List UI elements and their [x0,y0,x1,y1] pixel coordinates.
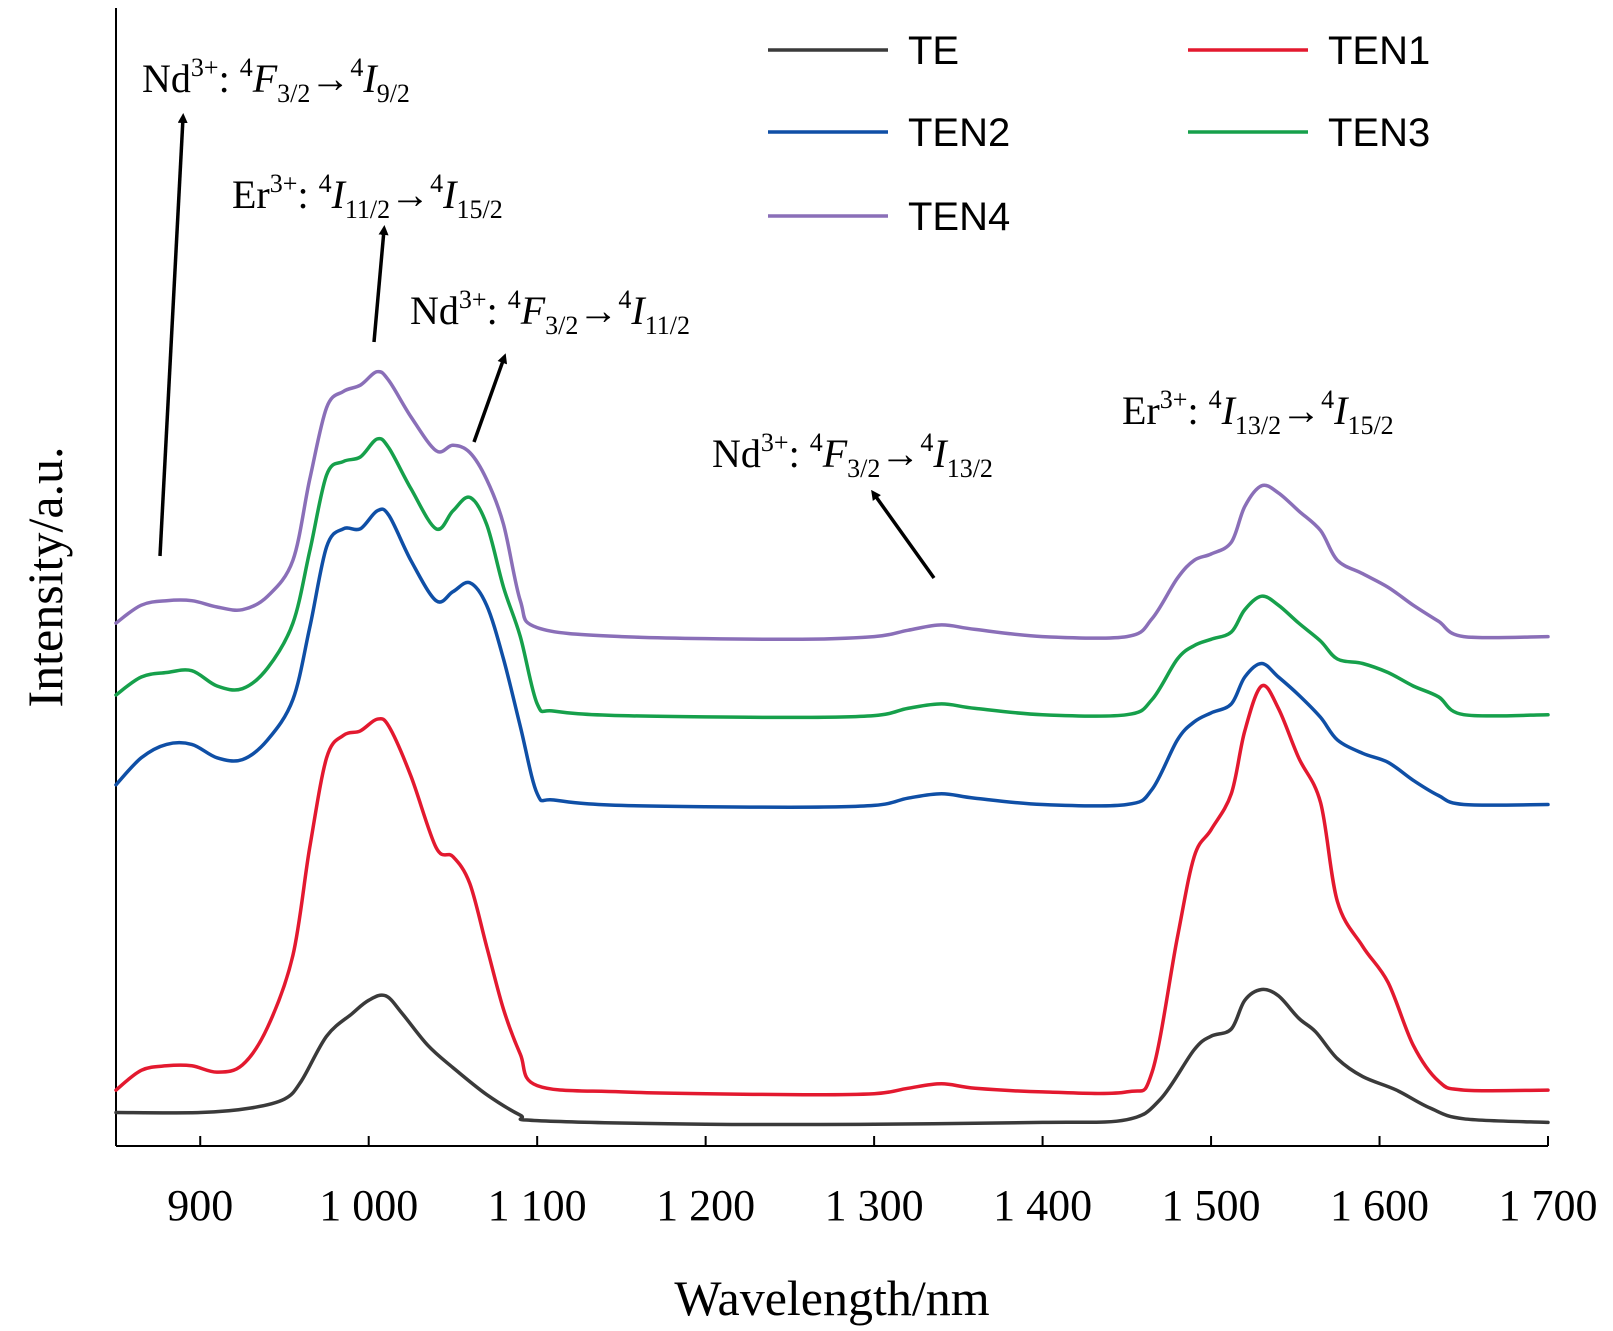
annotation-er-4i112-4i152: Er3+: 4I11/2→4I15/2 [232,169,503,224]
x-tick-label: 1 700 [1499,1181,1598,1230]
x-tick-label: 1 300 [825,1181,924,1230]
arrow-nd-4f32-4i92 [158,113,188,557]
legend-label-ten2: TEN2 [908,111,1010,155]
x-tick-label: 900 [167,1181,233,1230]
x-tick-label: 1 500 [1162,1181,1261,1230]
x-axis-title: Wavelength/nm [674,1270,989,1326]
transition-annotations: Nd3+: 4F3/2→4I9/2 Er3+: 4I11/2→4I15/2 Nd3+… [142,53,1394,483]
legend-label-ten3: TEN3 [1328,111,1430,155]
legend-label-te: TE [908,29,959,73]
x-axis-ticks: 900 1 000 1 100 1 200 1 300 1 400 1 500 1 600 1 … [167,1136,1598,1230]
arrow-nd-4f32-4i112 [472,353,508,443]
series-line-ten4 [114,369,1550,642]
legend-label-ten1: TEN1 [1328,29,1430,73]
x-tick-label: 1 000 [319,1181,418,1230]
arrow-nd-4f32-4i132 [871,489,936,580]
series-line-ten1 [114,683,1550,1097]
series-line-ten2 [114,507,1550,809]
series-line-te [114,987,1550,1127]
legend: TE TEN1 TEN2 TEN3 TEN4 [768,29,1430,239]
annotation-nd-4f32-4i132: Nd3+: 4F3/2→4I13/2 [712,428,993,483]
series-line-ten3 [114,436,1550,720]
legend-label-ten4: TEN4 [908,195,1010,239]
annotation-er-4i132-4i152: Er3+: 4I13/2→4I15/2 [1122,385,1394,440]
series-lines [114,369,1550,1127]
x-tick-label: 1 400 [993,1181,1092,1230]
x-tick-label: 1 200 [656,1181,755,1230]
annotation-nd-4f32-4i112: Nd3+: 4F3/2→4I11/2 [410,285,690,340]
x-tick-label: 1 600 [1330,1181,1429,1230]
x-tick-label: 1 100 [488,1181,587,1230]
annotation-nd-4f32-4i92: Nd3+: 4F3/2→4I9/2 [142,53,410,108]
y-axis-title: Intensity/a.u. [17,446,73,707]
arrow-er-4i112-4i152 [372,225,389,343]
